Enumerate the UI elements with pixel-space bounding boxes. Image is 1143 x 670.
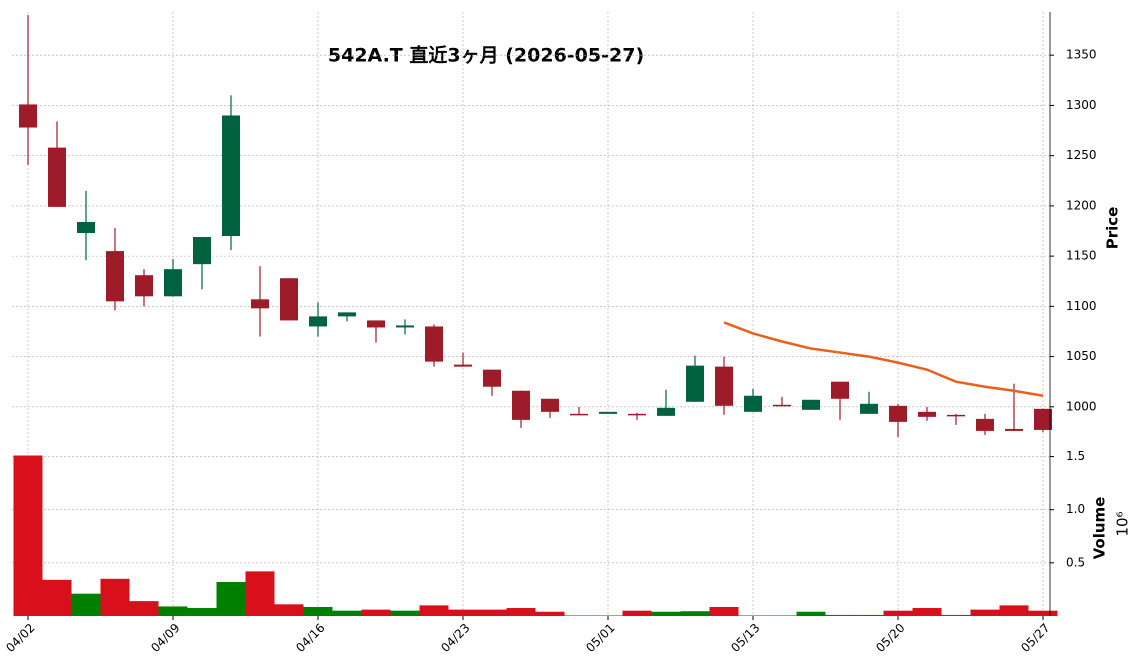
volume-bar <box>593 615 623 616</box>
candle-body <box>106 251 124 302</box>
volume-axis-label: Volume <box>1091 497 1109 560</box>
y-tick-label: 1300 <box>1066 98 1097 112</box>
candle-body <box>135 275 153 297</box>
volume-bar <box>854 614 884 616</box>
candle-body <box>425 326 443 362</box>
candle-body <box>628 413 646 416</box>
candle-body <box>657 407 675 416</box>
volume-bar <box>274 604 304 616</box>
volume-bar <box>245 571 275 616</box>
volume-bar <box>1028 610 1058 616</box>
candle-body <box>1034 408 1052 430</box>
volume-bar <box>564 615 594 616</box>
volume-bar <box>535 611 565 616</box>
y-tick-label: 1000 <box>1066 399 1097 413</box>
volume-bar <box>419 605 449 616</box>
candle-body <box>860 403 878 414</box>
candle-body <box>483 369 501 387</box>
volume-bar <box>970 609 1000 616</box>
y-tick-label: 0.5 <box>1066 555 1085 569</box>
volume-bar <box>477 609 507 616</box>
y-tick-label: 1150 <box>1066 249 1097 263</box>
candle-body <box>773 404 791 407</box>
x-tick-label: 04/23 <box>438 621 472 655</box>
volume-bar <box>216 581 246 616</box>
volume-bar <box>709 606 739 616</box>
volume-bar <box>187 608 217 616</box>
candle-body <box>222 115 240 237</box>
volume-bar <box>506 608 536 616</box>
candle-body <box>280 278 298 321</box>
x-tick-label: 04/16 <box>293 621 327 655</box>
candle-body <box>251 299 269 309</box>
volume-bar <box>941 614 971 616</box>
volume-bar <box>680 611 710 616</box>
volume-bar <box>651 611 681 616</box>
volume-bar <box>390 610 420 616</box>
x-tick-label: 04/09 <box>148 621 182 655</box>
x-tick-label: 05/27 <box>1018 621 1052 655</box>
volume-scale-label: 10⁶ <box>1114 511 1132 536</box>
candle-body <box>831 381 849 399</box>
candle-body <box>367 320 385 328</box>
volume-bar <box>912 608 942 616</box>
candle-body <box>686 365 704 402</box>
volume-bar <box>13 455 43 616</box>
x-tick-label: 05/01 <box>583 621 617 655</box>
volume-bar <box>825 614 855 616</box>
y-tick-label: 1050 <box>1066 349 1097 363</box>
candle-body <box>889 405 907 422</box>
volume-bar <box>767 615 797 616</box>
candle-body <box>1005 428 1023 431</box>
x-tick-label: 05/13 <box>728 621 762 655</box>
volume-bar <box>303 606 333 616</box>
y-tick-label: 1200 <box>1066 198 1097 212</box>
moving-average-line <box>723 321 1044 397</box>
y-tick-label: 1100 <box>1066 299 1097 313</box>
volume-bar <box>129 601 159 616</box>
volume-bar <box>796 611 826 616</box>
candle-body <box>715 366 733 406</box>
volume-bar <box>100 578 130 616</box>
volume-bar <box>448 609 478 616</box>
candle-body <box>338 312 356 317</box>
volume-bar <box>883 610 913 616</box>
candle-body <box>48 147 66 207</box>
volume-bar <box>42 579 72 616</box>
volume-bar <box>71 593 101 616</box>
candle-body <box>164 269 182 297</box>
y-tick-label: 1250 <box>1066 148 1097 162</box>
candle-body <box>193 237 211 265</box>
volume-bar <box>622 610 652 616</box>
candle-body <box>77 221 95 234</box>
candle-body <box>512 390 530 420</box>
candle-body <box>19 104 37 128</box>
y-tick-label: 1350 <box>1066 48 1097 62</box>
x-tick-label: 04/02 <box>3 621 37 655</box>
volume-bar <box>738 615 768 616</box>
y-axis-label: Price <box>1104 207 1122 250</box>
volume-bar <box>332 610 362 616</box>
candle-body <box>396 325 414 328</box>
y-tick-label: 1.5 <box>1066 449 1085 463</box>
x-tick-label: 05/20 <box>873 621 907 655</box>
candle-body <box>947 414 965 417</box>
candle-body <box>599 411 617 414</box>
candle-body <box>802 399 820 410</box>
volume-bar <box>361 609 391 616</box>
candle-body <box>570 413 588 416</box>
candle-body <box>454 364 472 367</box>
volume-bar <box>158 606 188 616</box>
y-tick-label: 1.0 <box>1066 502 1085 516</box>
volume-bar <box>999 605 1029 616</box>
candle-body <box>744 395 762 412</box>
candle-body <box>541 398 559 412</box>
candle-body <box>918 411 936 417</box>
candle-body <box>976 418 994 431</box>
candle-body <box>309 316 327 327</box>
